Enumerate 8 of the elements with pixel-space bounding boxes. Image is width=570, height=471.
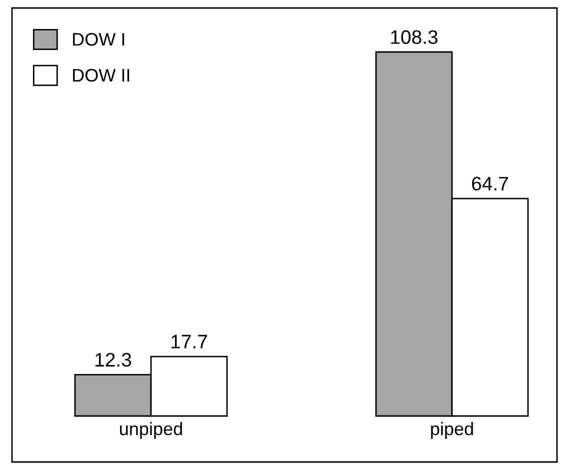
x-tick-label: piped [431,422,473,439]
data-label: 17.7 [172,334,207,348]
legend-label: DOW I [73,32,124,46]
x-tick-label: unpiped [120,422,182,439]
data-label: 64.7 [472,176,508,191]
legend-label: DOW II [73,68,130,82]
data-label: 108.3 [391,30,438,44]
data-label: 12.3 [96,352,132,367]
